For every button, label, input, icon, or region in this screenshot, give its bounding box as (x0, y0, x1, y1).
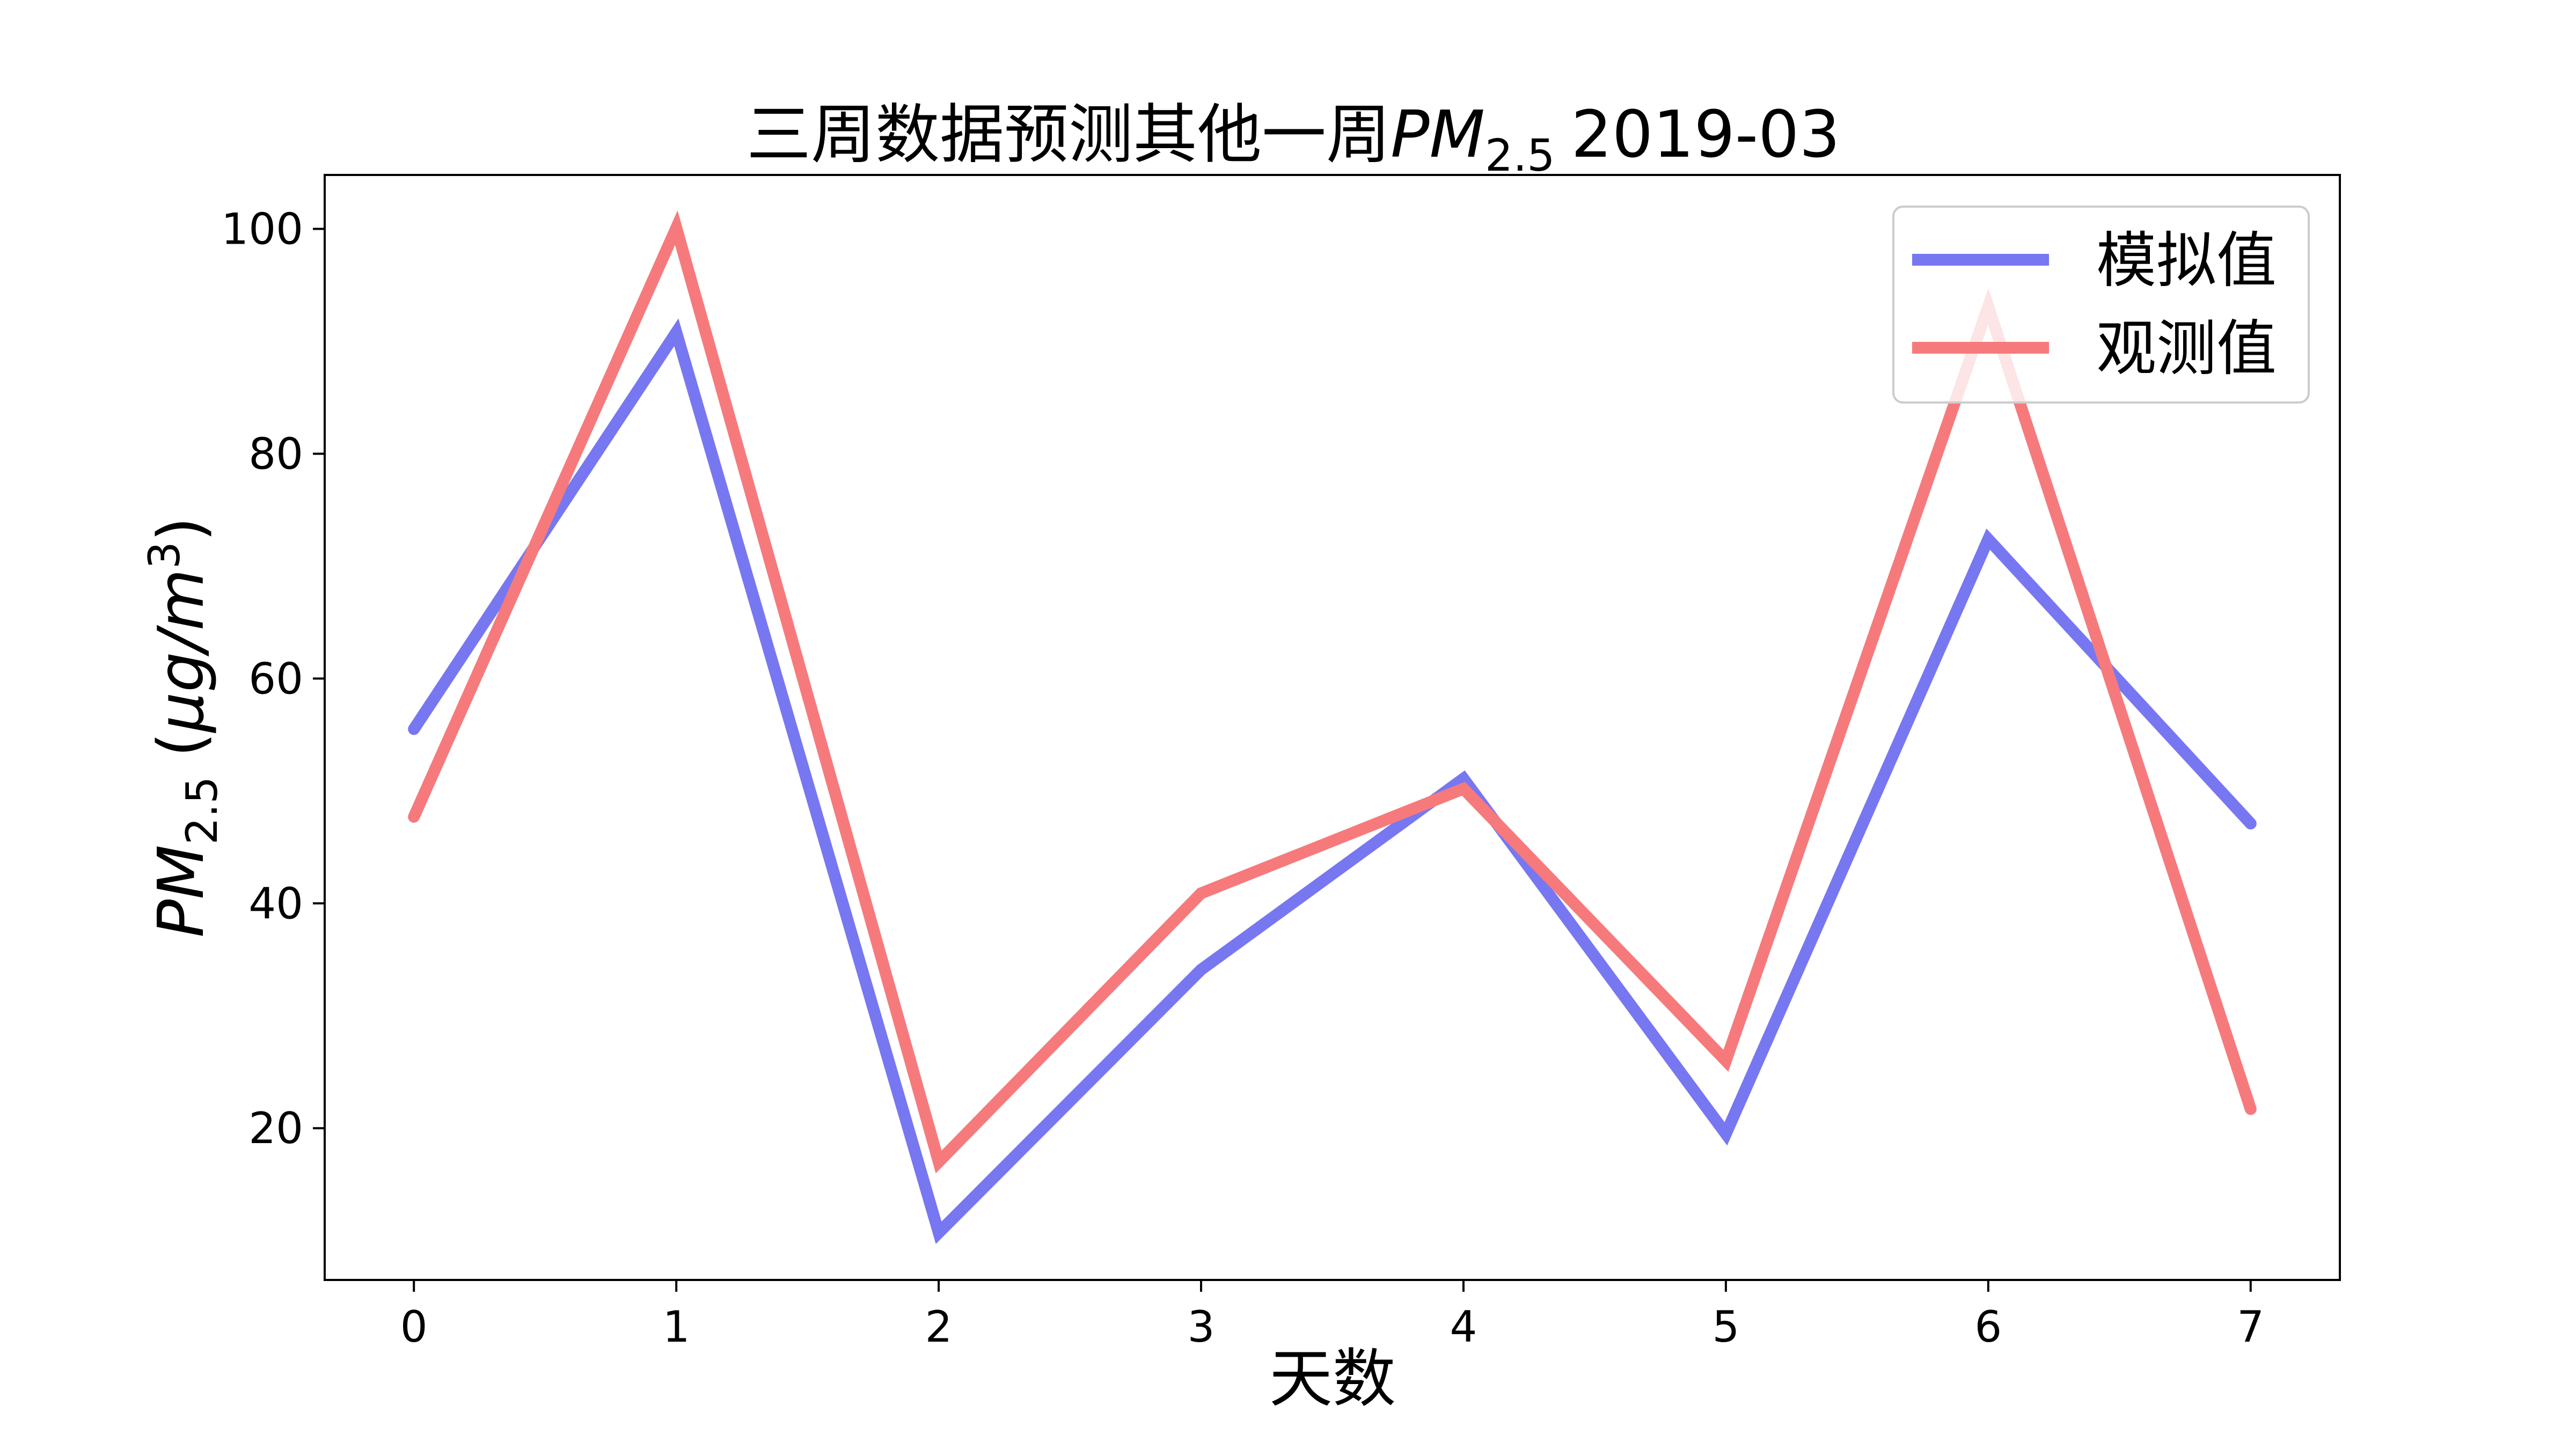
series-0-point-2 (933, 1227, 945, 1239)
x-tick-label: 3 (1188, 1302, 1215, 1352)
legend-label-simulated: 模拟值 (2096, 226, 2277, 296)
y-tick-label: 40 (248, 879, 303, 928)
y-tick-label: 100 (221, 204, 303, 254)
x-axis: 0 1 2 3 4 5 6 7 (400, 1280, 2264, 1352)
legend-label-observed: 观测值 (2096, 314, 2277, 384)
x-tick-label: 2 (925, 1302, 953, 1352)
chart-title-date: 2019-03 (1571, 98, 1840, 172)
x-tick-label: 0 (400, 1302, 428, 1352)
series-0-point-4 (1458, 772, 1469, 785)
series-0-point-7 (2244, 817, 2257, 830)
series-0-point-1 (670, 326, 683, 339)
y-axis-label: PM2.5 (μg/m3) (140, 517, 227, 938)
chart-title: 三周数据预测其他一周PM2.5 2019-03 (747, 98, 1840, 181)
y-axis-label-sub: 2.5 (177, 777, 227, 845)
y-axis-label-unit-body: μg/m (144, 569, 218, 734)
x-tick-label: 7 (2237, 1302, 2264, 1352)
y-tick-label: 20 (248, 1103, 303, 1153)
series-1-point-4 (1458, 782, 1469, 795)
legend: 模拟值 观测值 (1892, 206, 2310, 404)
y-axis: 20 40 60 80 100 (221, 204, 325, 1153)
series-1-point-3 (1195, 887, 1207, 899)
series-1-point-7 (2244, 1103, 2257, 1115)
x-tick-label: 1 (663, 1302, 690, 1352)
y-axis-label-unit-exp: 3 (140, 541, 189, 569)
series-0-point-6 (1982, 533, 1994, 545)
plot-area (408, 210, 2257, 1244)
chart-title-sub: 2.5 (1485, 130, 1555, 181)
y-tick-label: 60 (248, 654, 303, 704)
series-line-0 (409, 318, 2255, 1244)
series-0-point-5 (1719, 1128, 1732, 1140)
series-0-point-0 (408, 723, 420, 735)
series-1-point-0 (408, 811, 420, 823)
x-tick-label: 4 (1450, 1302, 1477, 1352)
x-axis-label: 天数 (1269, 1342, 1396, 1416)
series-1-point-2 (933, 1156, 945, 1168)
y-axis-label-var: PM (144, 845, 218, 938)
series-0-point-3 (1195, 963, 1207, 976)
y-tick-label: 80 (248, 429, 303, 479)
plot-frame (324, 174, 2341, 1281)
series-1-point-5 (1719, 1055, 1732, 1067)
chart-title-var: PM (1391, 98, 1485, 172)
x-tick-label: 6 (1974, 1302, 2002, 1352)
series-line-1 (408, 210, 2257, 1174)
x-tick-label: 5 (1712, 1302, 1739, 1352)
y-axis-label-unit-open: ( (144, 733, 218, 757)
series-1-point-1 (670, 222, 683, 234)
chart-title-main: 三周数据预测其他一周 (747, 98, 1391, 172)
y-axis-label-unit-close: ) (144, 517, 218, 541)
